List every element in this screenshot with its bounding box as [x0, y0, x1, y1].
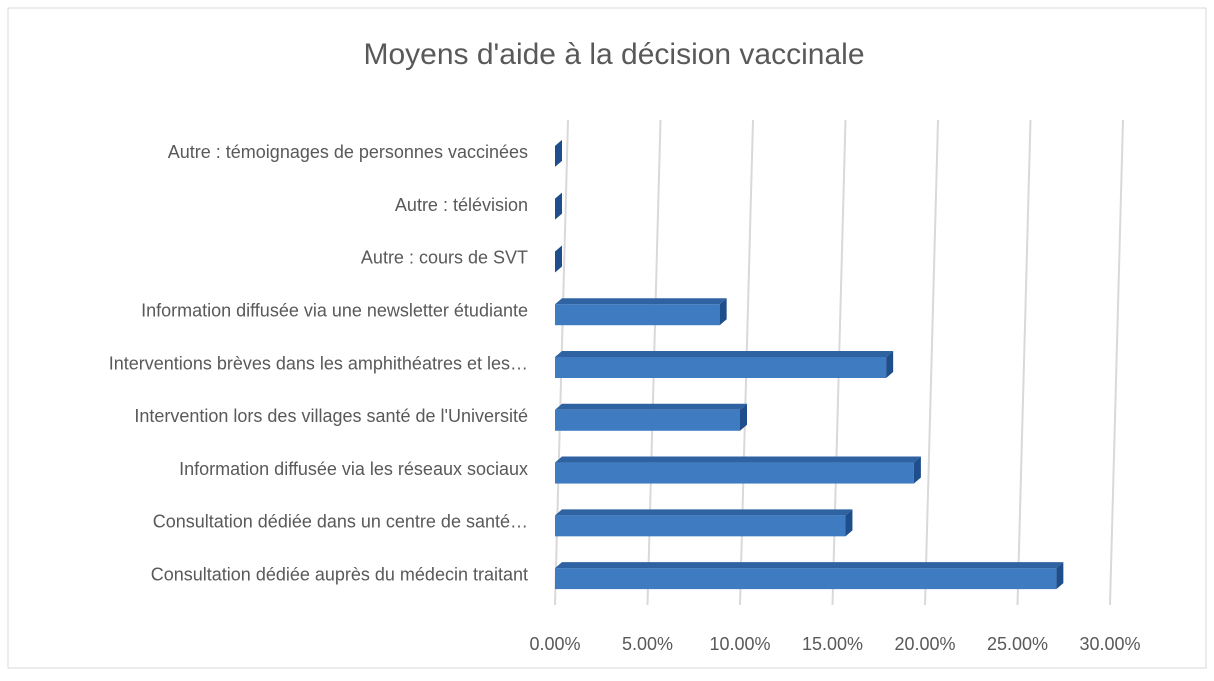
bar	[555, 245, 562, 273]
chart-title: Moyens d'aide à la décision vaccinale	[363, 38, 864, 71]
bar	[555, 403, 747, 431]
y-tick-label: Information diffusée via une newsletter …	[141, 300, 528, 320]
bar-side	[740, 403, 747, 431]
bar	[555, 509, 853, 537]
x-tick-label: 25.00%	[987, 634, 1048, 654]
bar-side	[555, 245, 562, 273]
bar	[555, 139, 562, 167]
bar	[555, 351, 894, 378]
bar	[555, 192, 562, 220]
bar-front	[555, 515, 846, 537]
x-tick-label: 20.00%	[894, 634, 955, 654]
bar-side	[845, 509, 853, 537]
bar-side	[719, 298, 727, 326]
bar-top	[555, 562, 1064, 569]
bar-side	[555, 192, 562, 220]
grid-line	[1109, 119, 1124, 606]
bar-top	[555, 351, 894, 357]
x-tick-label: 10.00%	[709, 634, 770, 654]
bar-front	[555, 409, 740, 431]
chart-border	[7, 7, 1207, 669]
x-tick-label: 0.00%	[529, 634, 580, 654]
bar	[555, 456, 921, 484]
y-tick-label: Autre : cours de SVT	[361, 248, 528, 268]
bar-top	[555, 298, 727, 305]
y-tick-label: Autre : télévision	[395, 195, 528, 215]
x-tick-label: 30.00%	[1079, 634, 1140, 654]
y-tick-label: Interventions brèves dans les amphithéat…	[109, 353, 528, 373]
grid-line	[1016, 119, 1032, 606]
y-tick-label: Information diffusée via les réseaux soc…	[179, 459, 528, 479]
y-tick-label: Consultation dédiée dans un centre de sa…	[153, 512, 528, 532]
bar	[555, 562, 1064, 590]
y-tick-label: Intervention lors des villages santé de …	[134, 406, 528, 426]
grid-line	[924, 119, 939, 606]
bar-top	[555, 456, 921, 463]
bar-front	[555, 462, 914, 484]
bar-front	[555, 357, 887, 378]
y-tick-label: Consultation dédiée auprès du médecin tr…	[151, 564, 528, 584]
bar-side	[555, 139, 562, 167]
bar-top	[555, 403, 747, 410]
x-tick-label: 5.00%	[622, 634, 673, 654]
bar-side	[1056, 562, 1064, 590]
bar-top	[555, 509, 853, 516]
bar-front	[555, 304, 720, 326]
x-tick-label: 15.00%	[802, 634, 863, 654]
bar	[555, 298, 727, 326]
bar-side	[913, 456, 921, 484]
y-tick-label: Autre : témoignages de personnes vacciné…	[168, 142, 528, 162]
bar-front	[555, 568, 1057, 590]
bar-side	[886, 351, 894, 378]
